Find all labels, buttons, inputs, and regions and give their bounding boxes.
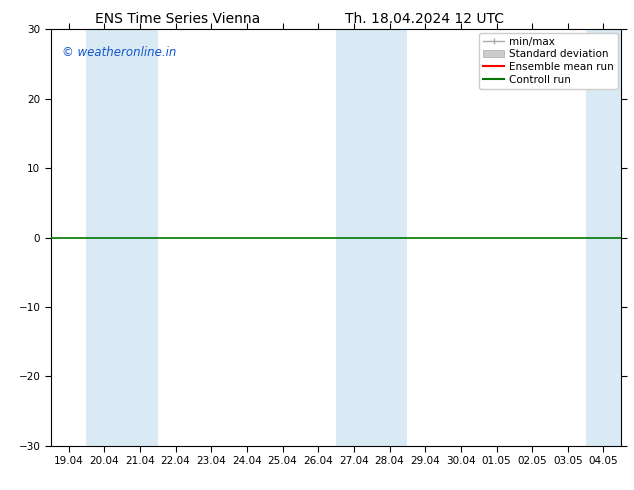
Text: Th. 18.04.2024 12 UTC: Th. 18.04.2024 12 UTC <box>346 12 504 26</box>
Legend: min/max, Standard deviation, Ensemble mean run, Controll run: min/max, Standard deviation, Ensemble me… <box>479 32 618 89</box>
Bar <box>336 29 407 446</box>
Text: ENS Time Series Vienna: ENS Time Series Vienna <box>95 12 260 26</box>
Bar <box>586 29 621 446</box>
Text: © weatheronline.in: © weatheronline.in <box>62 46 176 59</box>
Bar <box>86 29 158 446</box>
